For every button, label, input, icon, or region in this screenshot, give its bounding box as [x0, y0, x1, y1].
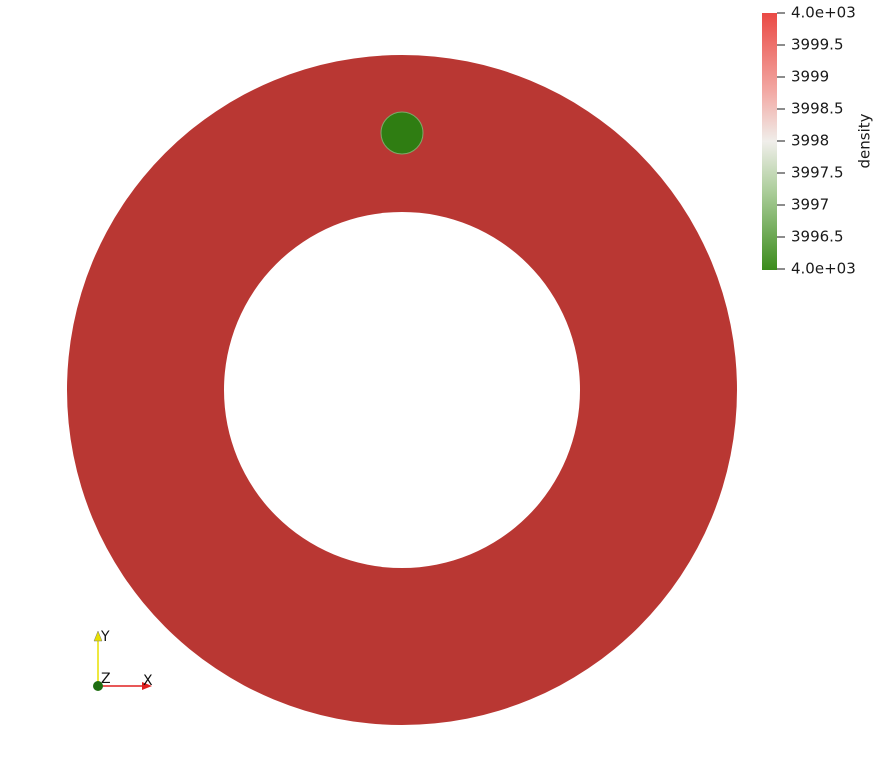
ring [67, 55, 737, 725]
y-arrow [93, 630, 103, 642]
z-axis-label: Z [101, 671, 111, 687]
color-bar-label: 3997 [791, 196, 829, 214]
color-bar-label: 3997.5 [791, 164, 844, 182]
color-bar [762, 13, 777, 270]
axes-triad: Y X Z [93, 629, 153, 691]
x-arrow [142, 682, 152, 690]
x-axis-label: X [143, 673, 153, 689]
color-bar-label: 3999 [791, 68, 829, 86]
y-axis-label: Y [100, 629, 110, 645]
color-bar-title: density [856, 113, 874, 168]
color-bar-label: 4.0e+03 [791, 260, 856, 278]
color-bar-label: 4.0e+03 [791, 4, 856, 22]
color-bar-label: 3999.5 [791, 36, 844, 54]
color-bar-label: 3998.5 [791, 100, 844, 118]
inclusion [380, 111, 424, 155]
color-bar-label: 3996.5 [791, 228, 844, 246]
color-bar-label: 3998 [791, 132, 829, 150]
z-axis [93, 681, 103, 691]
